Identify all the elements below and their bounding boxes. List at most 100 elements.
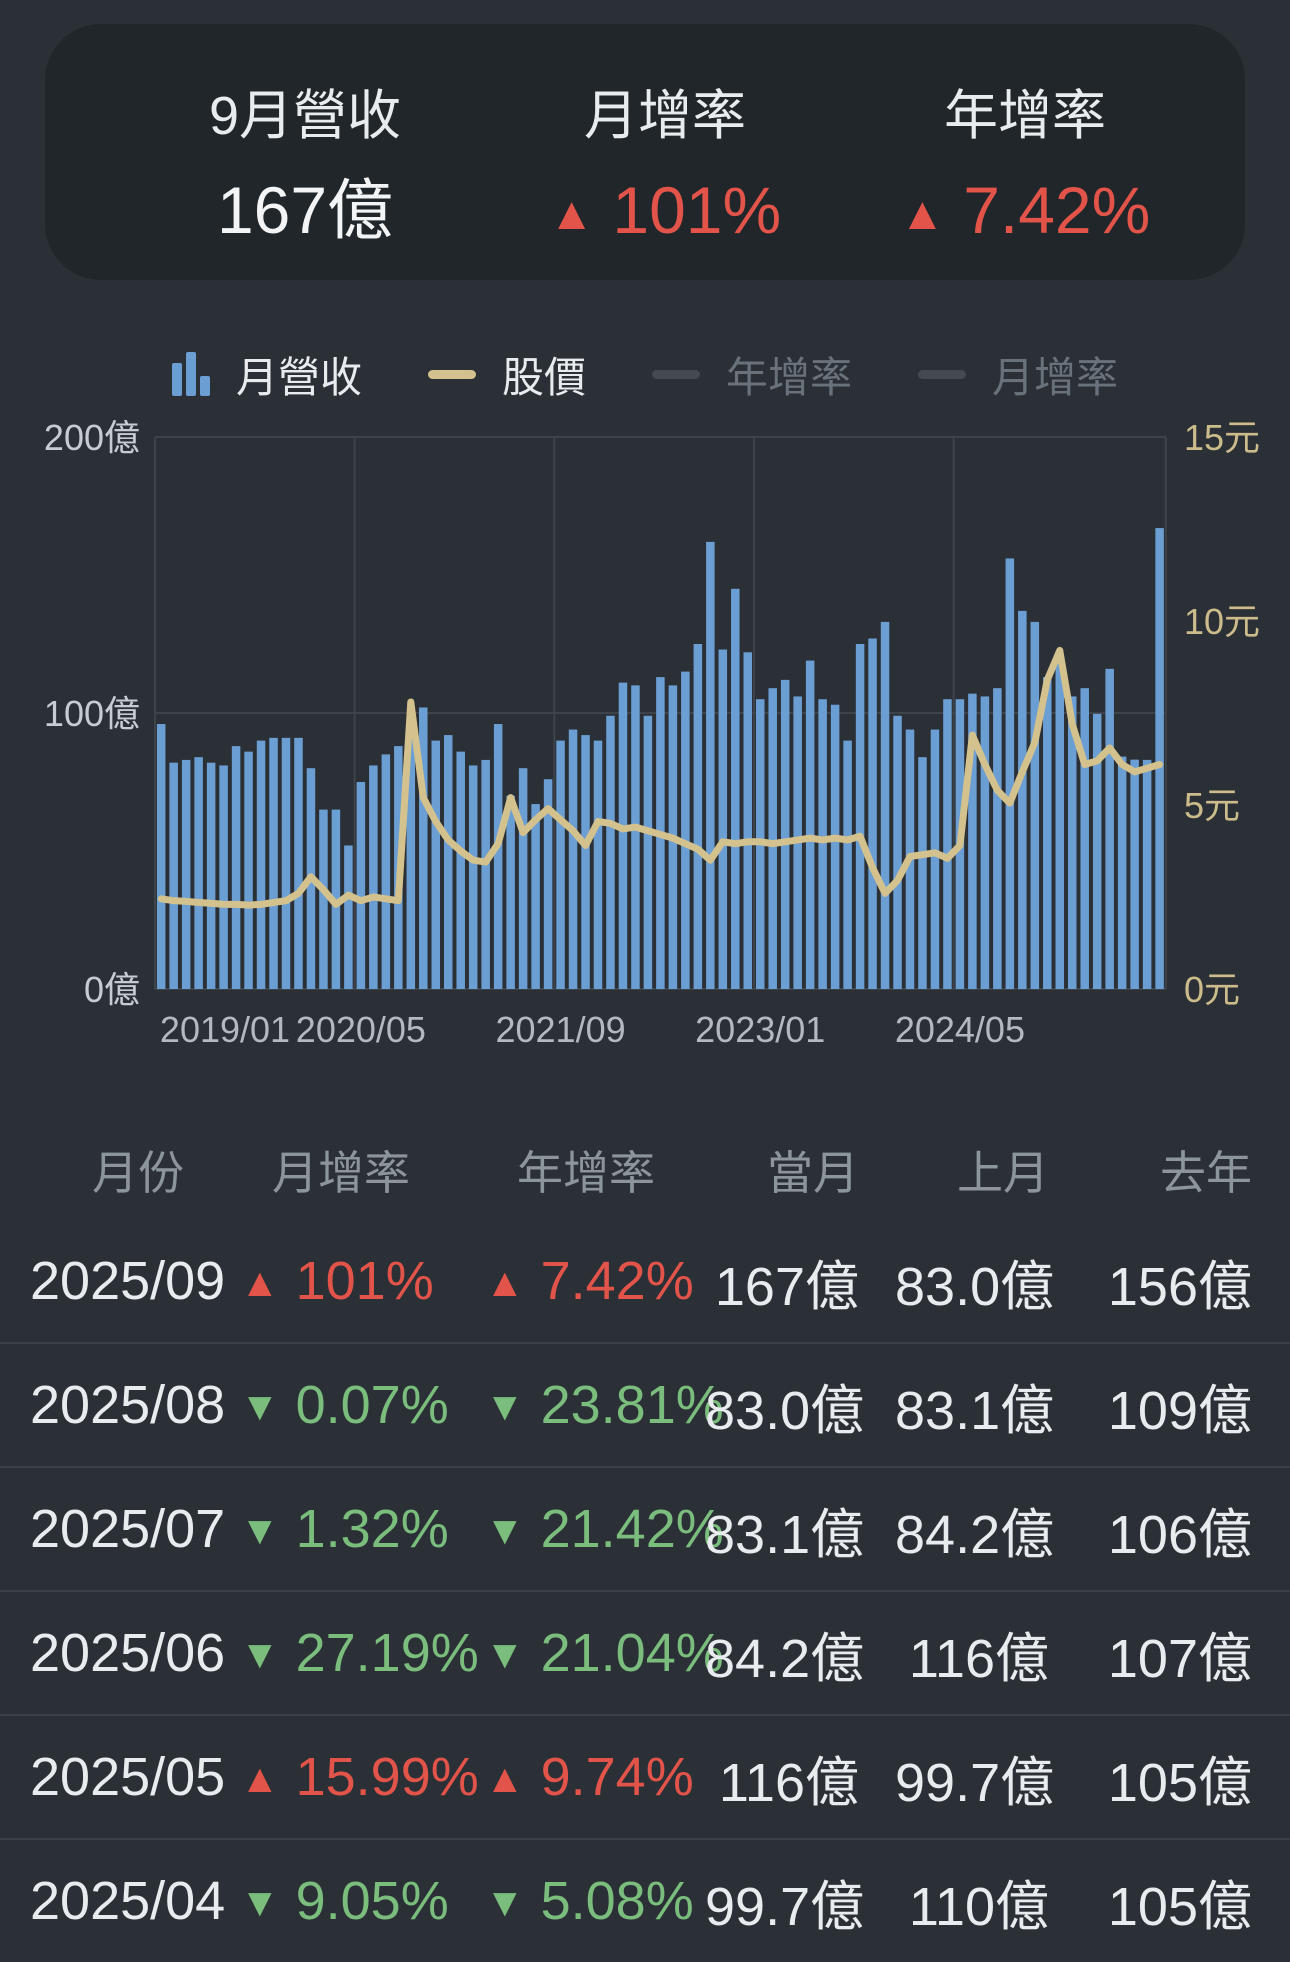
trend-arrow-icon: ▼	[485, 1509, 525, 1553]
revenue-bar[interactable]	[506, 795, 515, 989]
stock-price-line[interactable]	[157, 646, 1164, 909]
revenue-bar[interactable]	[481, 759, 490, 989]
revenue-bar[interactable]	[706, 541, 715, 989]
revenue-bar[interactable]	[855, 644, 865, 989]
trend-arrow-icon: ▼	[485, 1385, 525, 1429]
cell-yoy: ▲ 9.74%	[485, 1747, 694, 1807]
revenue-bar[interactable]	[768, 688, 777, 989]
revenue-bar[interactable]	[780, 679, 790, 989]
revenue-bar[interactable]	[631, 685, 640, 989]
revenue-bar[interactable]	[968, 693, 977, 989]
revenue-bar[interactable]	[918, 757, 927, 989]
revenue-bar[interactable]	[1055, 660, 1065, 989]
revenue-bar[interactable]	[893, 715, 902, 989]
revenue-bar[interactable]	[581, 735, 590, 989]
summary-yoy-label: 年增率	[944, 86, 1106, 146]
revenue-bar[interactable]	[543, 779, 553, 989]
revenue-bar[interactable]	[618, 682, 628, 989]
revenue-bar[interactable]	[843, 740, 852, 989]
cell-last-year: 156億	[1107, 1256, 1252, 1317]
trend-arrow-icon: ▲	[485, 1261, 525, 1305]
revenue-bar[interactable]	[369, 765, 378, 989]
cell-mom: ▲ 101%	[240, 1251, 434, 1311]
revenue-bar[interactable]	[1105, 668, 1114, 989]
cell-mom: ▼ 9.05%	[240, 1871, 449, 1931]
revenue-bar[interactable]	[556, 740, 565, 989]
revenue-bar[interactable]	[344, 845, 353, 989]
revenue-bar[interactable]	[244, 751, 253, 989]
revenue-bar[interactable]	[693, 644, 703, 989]
revenue-bar[interactable]	[568, 729, 578, 989]
legend-item-stock-price[interactable]: 股價	[427, 344, 586, 405]
revenue-bar[interactable]	[381, 754, 391, 989]
revenue-bar[interactable]	[681, 671, 690, 989]
revenue-bar[interactable]	[1030, 621, 1040, 989]
revenue-bar[interactable]	[294, 737, 303, 989]
summary-card: 9月營收 167億 月增率 ▲ 101% 年增率 ▲ 7.42%	[45, 24, 1245, 280]
revenue-bar[interactable]	[406, 721, 416, 989]
revenue-bar[interactable]	[169, 762, 178, 989]
legend-item-mom-disabled[interactable]: 月增率	[918, 344, 1118, 405]
legend-item-yoy-disabled[interactable]: 年增率	[652, 344, 852, 405]
revenue-bar[interactable]	[419, 707, 428, 989]
revenue-bar[interactable]	[468, 765, 478, 989]
cell-yoy: ▲ 7.42%	[485, 1251, 694, 1311]
cell-mom: ▲ 15.99%	[240, 1747, 479, 1807]
revenue-bar[interactable]	[456, 751, 465, 989]
revenue-stock-chart[interactable]: 200億 100億 0億 15元 10元 5元 0元 2019/01 2020/05 2021/0…	[0, 420, 1290, 1080]
revenue-bar[interactable]	[1080, 688, 1089, 989]
revenue-bar[interactable]	[1142, 759, 1152, 989]
revenue-bar[interactable]	[206, 762, 216, 989]
revenue-bar[interactable]	[356, 782, 366, 989]
revenue-bar[interactable]	[993, 688, 1002, 989]
revenue-bar[interactable]	[518, 768, 528, 989]
revenue-bar[interactable]	[1155, 528, 1164, 989]
revenue-bar[interactable]	[731, 588, 740, 989]
revenue-bar[interactable]	[181, 759, 191, 989]
revenue-bar[interactable]	[269, 737, 278, 989]
revenue-bar[interactable]	[1043, 677, 1052, 989]
cell-yoy: ▼ 21.04%	[485, 1623, 724, 1683]
revenue-bar[interactable]	[818, 699, 827, 989]
revenue-bar[interactable]	[431, 740, 441, 989]
revenue-bar[interactable]	[443, 735, 453, 989]
revenue-bar[interactable]	[1018, 610, 1027, 989]
revenue-bar[interactable]	[1130, 759, 1139, 989]
revenue-bar[interactable]	[606, 715, 615, 989]
revenue-bar[interactable]	[1067, 696, 1077, 989]
bar-chart-icon	[171, 352, 210, 396]
revenue-bar[interactable]	[231, 746, 241, 989]
x-axis-tick: 2019/01	[160, 1009, 290, 1050]
trend-arrow-icon: ▼	[240, 1509, 280, 1553]
cell-mom: ▼ 0.07%	[240, 1375, 449, 1435]
revenue-bar[interactable]	[743, 652, 753, 989]
revenue-bar[interactable]	[156, 724, 166, 989]
revenue-bar[interactable]	[980, 696, 990, 989]
revenue-bar[interactable]	[1092, 713, 1102, 989]
revenue-bar[interactable]	[868, 638, 877, 989]
revenue-bar[interactable]	[256, 740, 266, 989]
legend-item-revenue[interactable]: 月營收	[171, 344, 362, 405]
revenue-bar[interactable]	[1005, 558, 1015, 989]
revenue-bar[interactable]	[718, 649, 728, 989]
revenue-bar[interactable]	[1117, 756, 1127, 989]
right-axis-tick: 10元	[1184, 601, 1260, 642]
revenue-bar[interactable]	[219, 765, 228, 989]
revenue-bar[interactable]	[531, 804, 540, 989]
revenue-bar[interactable]	[281, 737, 291, 989]
revenue-bar[interactable]	[493, 724, 503, 989]
trend-arrow-icon: ▼	[240, 1633, 280, 1677]
cell-yoy: ▼ 21.42%	[485, 1499, 724, 1559]
revenue-bar[interactable]	[943, 699, 952, 989]
revenue-bar[interactable]	[593, 740, 603, 989]
cell-yoy: ▼ 23.81%	[485, 1375, 724, 1435]
revenue-bar[interactable]	[930, 729, 940, 989]
revenue-bar[interactable]	[880, 621, 890, 989]
revenue-bar[interactable]	[805, 660, 815, 989]
cell-current: 83.0億	[705, 1380, 865, 1441]
revenue-bar[interactable]	[830, 704, 840, 989]
cell-last-year: 109億	[1107, 1380, 1252, 1441]
revenue-bar[interactable]	[319, 809, 328, 989]
revenue-bar[interactable]	[194, 757, 203, 989]
revenue-bar[interactable]	[643, 715, 653, 989]
